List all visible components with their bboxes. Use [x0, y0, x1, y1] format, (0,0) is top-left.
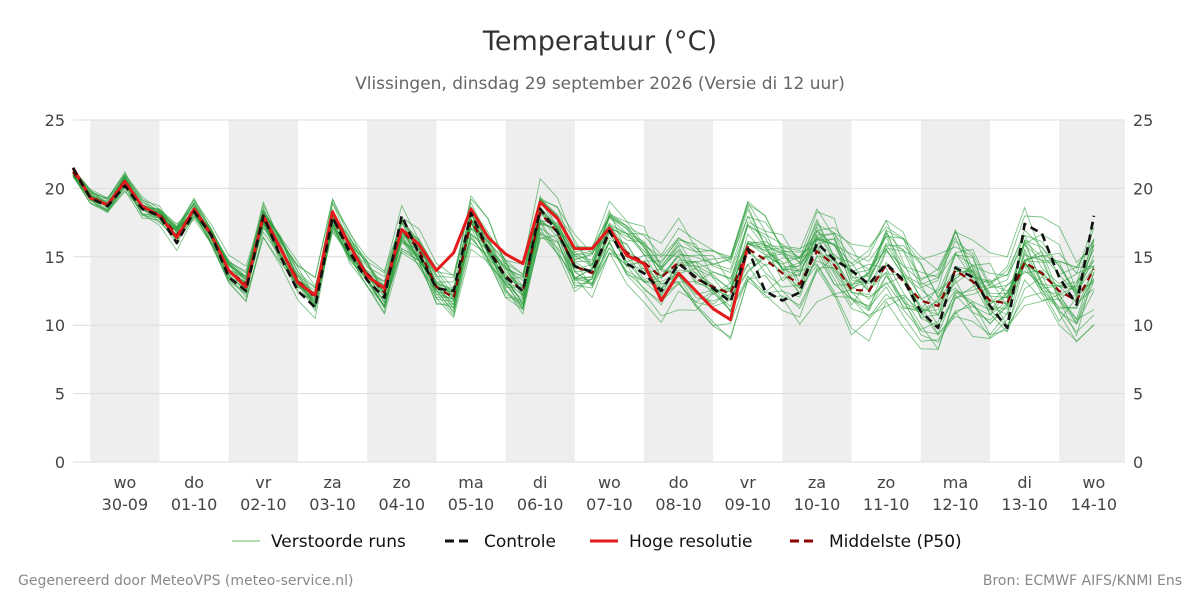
x-tick-date: 30-09: [102, 495, 149, 514]
x-tick-day: zo: [393, 473, 411, 492]
legend-label: Hoge resolutie: [629, 532, 753, 552]
x-tick-date: 12-10: [932, 495, 979, 514]
x-tick-date: 07-10: [586, 495, 633, 514]
ensemble-runs: [72, 167, 1095, 351]
x-tick-day: di: [1017, 473, 1032, 492]
ensemble-run-line: [72, 167, 1095, 317]
ensemble-run-line: [72, 168, 1095, 343]
x-tick-date: 03-10: [309, 495, 356, 514]
y-tick-label: 5: [55, 385, 65, 404]
x-tick-date: 06-10: [517, 495, 564, 514]
ensemble-run-line: [72, 168, 1095, 316]
x-tick-date: 14-10: [1071, 495, 1118, 514]
y-tick-label: 10: [1133, 316, 1153, 335]
legend: Verstoorde runs Controle Hoge resolutie Mid…: [232, 532, 962, 552]
x-tick-day: wo: [598, 473, 621, 492]
x-tick-date: 05-10: [448, 495, 495, 514]
day-band: [1059, 120, 1125, 462]
x-tick-date: 01-10: [171, 495, 218, 514]
y-tick-label: 15: [1133, 248, 1153, 267]
gridlines: [73, 119, 1125, 463]
ensemble-run-line: [72, 169, 1095, 314]
x-tick-date: 02-10: [240, 495, 287, 514]
series-line-p50: [72, 171, 1095, 308]
x-tick-day: do: [669, 473, 689, 492]
x-tick-day: ma: [943, 473, 968, 492]
y-tick-label: 5: [1133, 385, 1143, 404]
x-tick-date: 08-10: [655, 495, 702, 514]
ensemble-run-line: [72, 168, 1095, 310]
ensemble-run-line: [72, 175, 1095, 339]
x-tick-date: 13-10: [1001, 495, 1048, 514]
chart-title: Temperatuur (°C): [482, 26, 717, 57]
day-band: [505, 120, 575, 462]
ensemble-run-line: [72, 170, 1095, 306]
x-tick-day: wo: [113, 473, 136, 492]
legend-label: Middelste (P50): [829, 532, 962, 552]
y-axis-left: 0 5 10 15 20 25: [45, 111, 65, 472]
x-tick-day: do: [184, 473, 204, 492]
y-tick-label: 10: [45, 316, 65, 335]
x-tick-day: zo: [877, 473, 895, 492]
x-tick-day: di: [533, 473, 548, 492]
ensemble-run-line: [72, 171, 1095, 336]
x-tick-date: 09-10: [725, 495, 772, 514]
x-tick-day: za: [323, 473, 341, 492]
y-tick-label: 25: [45, 111, 65, 130]
ensemble-run-line: [72, 171, 1095, 324]
day-band: [782, 120, 852, 462]
x-tick-day: za: [808, 473, 826, 492]
x-tick-date: 04-10: [379, 495, 426, 514]
x-tick-day: vr: [740, 473, 756, 492]
x-tick-date: 11-10: [863, 495, 910, 514]
footer-source: Bron: ECMWF AIFS/KNMI Ens: [983, 573, 1182, 589]
y-tick-label: 25: [1133, 111, 1153, 130]
y-tick-label: 20: [1133, 179, 1153, 198]
chart-subtitle: Vlissingen, dinsdag 29 september 2026 (V…: [355, 74, 845, 94]
footer-generated: Gegenereerd door MeteoVPS (meteo-service…: [18, 573, 353, 589]
y-tick-label: 0: [55, 453, 65, 472]
day-band: [228, 120, 298, 462]
y-tick-label: 0: [1133, 453, 1143, 472]
x-axis: wo 30-09 do 01-10 vr 02-10 za 03-10 zo 04-10 ma 05-…: [102, 473, 1117, 514]
legend-label: Verstoorde runs: [271, 532, 406, 552]
y-axis-right: 0 5 10 15 20 25: [1133, 111, 1153, 472]
x-tick-day: vr: [255, 473, 271, 492]
x-tick-date: 10-10: [794, 495, 841, 514]
y-tick-label: 20: [45, 179, 65, 198]
main-series: [71, 167, 1096, 330]
x-tick-day: ma: [458, 473, 483, 492]
y-tick-label: 15: [45, 248, 65, 267]
x-tick-day: wo: [1082, 473, 1105, 492]
series-line-controle: [71, 167, 1096, 330]
legend-label: Controle: [484, 532, 556, 552]
